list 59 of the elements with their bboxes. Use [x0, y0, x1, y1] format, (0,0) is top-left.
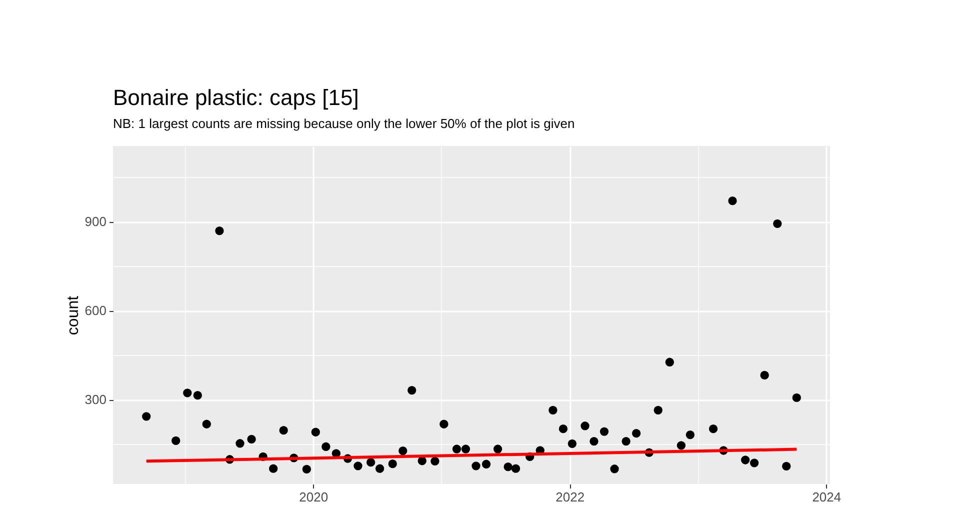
point	[665, 358, 674, 366]
point	[511, 464, 520, 473]
point	[482, 460, 491, 468]
point	[311, 428, 320, 436]
point	[580, 422, 590, 430]
y-tick-label: 300	[84, 392, 106, 407]
point	[728, 196, 737, 206]
point	[302, 464, 312, 474]
point	[632, 428, 641, 438]
point	[773, 219, 782, 228]
point	[202, 420, 211, 428]
point	[708, 424, 718, 434]
point	[322, 442, 330, 451]
point	[279, 426, 288, 435]
point	[760, 370, 769, 380]
point	[548, 406, 558, 414]
point	[452, 444, 462, 454]
point	[440, 420, 448, 428]
point	[375, 464, 384, 473]
chart-subtitle: NB: 1 largest counts are missing because only the lower 50% of the plot is given	[113, 116, 575, 131]
point	[354, 462, 362, 470]
y-axis-title: count	[64, 295, 82, 336]
point	[408, 386, 416, 395]
point	[461, 444, 470, 454]
point	[215, 226, 224, 236]
x-tick-label: 2024	[812, 490, 842, 504]
point	[600, 427, 609, 436]
point	[654, 406, 662, 414]
point	[472, 462, 480, 470]
x-tick-label: 2022	[556, 490, 585, 504]
point	[269, 464, 278, 473]
point	[183, 388, 192, 398]
point	[792, 393, 801, 402]
point	[741, 456, 750, 464]
y-tick-label: 600	[84, 303, 106, 318]
point	[493, 444, 502, 454]
point	[610, 464, 619, 474]
point	[142, 412, 151, 421]
point	[558, 424, 568, 434]
point	[388, 460, 397, 468]
point	[193, 391, 202, 400]
point	[247, 434, 256, 444]
point	[366, 458, 376, 467]
point	[398, 446, 408, 456]
point	[568, 439, 577, 448]
point	[590, 436, 598, 446]
x-tick-label: 2020	[299, 490, 328, 504]
y-tick-label: 900	[84, 214, 106, 230]
point	[172, 436, 180, 446]
point	[750, 458, 759, 468]
point	[676, 441, 686, 450]
point	[782, 462, 791, 471]
point	[418, 456, 426, 466]
point	[686, 430, 695, 440]
point	[236, 439, 244, 448]
point	[504, 462, 512, 472]
chart-title: Bonaire plastic: caps [15]	[113, 85, 359, 110]
point	[430, 456, 440, 466]
point	[622, 436, 630, 446]
